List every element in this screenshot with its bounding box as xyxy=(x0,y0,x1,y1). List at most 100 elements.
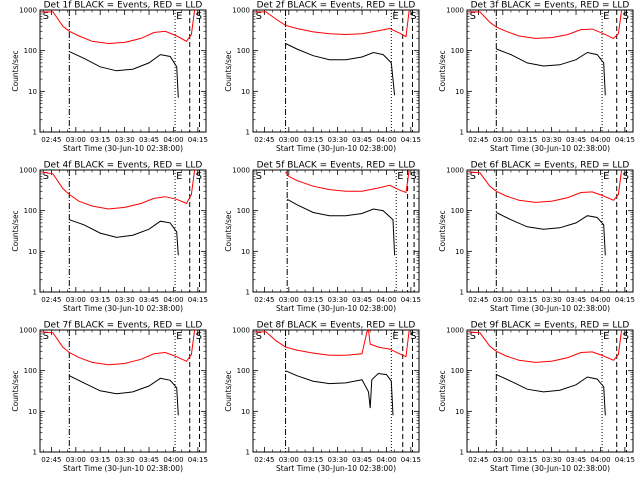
x-tick-label: 03:15 xyxy=(90,456,110,464)
x-axis-label: Start Time (30-Jun-10 02:38:00) xyxy=(63,144,183,153)
segment-label: E xyxy=(176,171,182,182)
segment-label: S xyxy=(43,331,49,342)
segment-label: S xyxy=(470,171,476,182)
x-tick-label: 03:00 xyxy=(66,136,86,144)
plot-frame xyxy=(252,9,420,133)
lld-series-line xyxy=(254,9,410,38)
segment-label: E xyxy=(392,331,398,342)
plot-frame xyxy=(39,329,207,453)
plot-frame xyxy=(466,329,634,453)
x-tick-label: 03:15 xyxy=(90,136,110,144)
segment-label: S xyxy=(43,171,49,182)
x-axis-label: Start Time (30-Jun-10 02:38:00) xyxy=(276,304,396,313)
segment-label: S xyxy=(196,11,202,22)
x-tick-label: 04:00 xyxy=(590,136,610,144)
y-tick-label: 1000 xyxy=(19,167,37,175)
events-series-line xyxy=(496,212,606,256)
y-axis-label: Counts/sec xyxy=(11,370,20,411)
chart-panel: Det 6f BLACK = Events, RED = LLD 1 10 100 10… xyxy=(438,161,635,314)
y-tick-label: 1 xyxy=(460,289,464,297)
segment-label: E xyxy=(176,11,182,22)
segment-label: S xyxy=(196,331,202,342)
lld-series-line xyxy=(468,329,623,363)
segment-label: S xyxy=(410,331,416,342)
chart-panel: Det 4f BLACK = Events, RED = LLD 1 10 100 10… xyxy=(11,161,208,314)
x-tick-label: 03:00 xyxy=(493,136,513,144)
y-tick-label: 1 xyxy=(246,449,250,457)
events-series-line xyxy=(69,375,179,416)
segment-label: E xyxy=(176,331,182,342)
segment-label: E xyxy=(392,11,398,22)
x-tick-label: 04:00 xyxy=(376,136,396,144)
events-series-line xyxy=(285,43,396,96)
y-tick-label: 1 xyxy=(246,129,250,137)
chart-panel: Det 5f BLACK = Events, RED = LLD 1 10 100 10… xyxy=(224,161,421,314)
x-tick-label: 04:15 xyxy=(188,456,208,464)
y-tick-label: 1000 xyxy=(232,167,250,175)
x-tick-label: 03:30 xyxy=(542,296,562,304)
chart-title: Det 1f BLACK = Events, RED = LLD xyxy=(44,1,203,11)
chart-panel: Det 8f BLACK = Events, RED = LLD 1 10 100 10… xyxy=(224,321,421,474)
segment-label: S xyxy=(256,331,262,342)
y-tick-label: 100 xyxy=(24,207,37,215)
segment-label: E xyxy=(603,331,609,342)
x-tick-label: 03:45 xyxy=(139,136,159,144)
lld-series-line xyxy=(468,169,623,203)
lld-series-line xyxy=(41,9,196,45)
y-tick-label: 10 xyxy=(28,408,37,416)
segment-label: E xyxy=(397,171,403,182)
x-tick-label: 04:15 xyxy=(615,136,635,144)
y-tick-label: 100 xyxy=(24,47,37,55)
y-axis-label: Counts/sec xyxy=(11,50,20,91)
y-tick-label: 1000 xyxy=(19,327,37,335)
y-axis-label: Counts/sec xyxy=(438,50,447,91)
x-axis-label: Start Time (30-Jun-10 02:38:00) xyxy=(63,464,183,473)
x-tick-label: 03:15 xyxy=(517,456,537,464)
x-tick-label: 03:30 xyxy=(115,296,135,304)
y-tick-label: 1 xyxy=(33,129,37,137)
segment-label: S xyxy=(43,11,49,22)
chart-title: Det 3f BLACK = Events, RED = LLD xyxy=(471,1,630,11)
x-tick-label: 03:30 xyxy=(542,136,562,144)
plot-frame xyxy=(39,9,207,133)
y-tick-label: 100 xyxy=(237,367,250,375)
y-tick-label: 1000 xyxy=(446,167,464,175)
plot-frame xyxy=(466,9,634,133)
x-axis-label: Start Time (30-Jun-10 02:38:00) xyxy=(490,304,610,313)
segment-label: S xyxy=(623,11,629,22)
x-tick-label: 03:30 xyxy=(328,456,348,464)
x-tick-label: 02:45 xyxy=(468,456,488,464)
y-tick-label: 1 xyxy=(246,289,250,297)
x-tick-label: 03:00 xyxy=(279,456,299,464)
chart-title: Det 5f BLACK = Events, RED = LLD xyxy=(257,161,416,171)
segment-label: S xyxy=(623,171,629,182)
x-tick-label: 04:00 xyxy=(163,296,183,304)
y-tick-label: 100 xyxy=(237,207,250,215)
x-tick-label: 02:45 xyxy=(254,136,274,144)
lld-series-line xyxy=(285,169,410,194)
y-tick-label: 1 xyxy=(460,129,464,137)
chart-title: Det 8f BLACK = Events, RED = LLD xyxy=(257,321,416,331)
segment-label: E xyxy=(603,11,609,22)
x-tick-label: 02:45 xyxy=(468,296,488,304)
x-tick-label: 03:45 xyxy=(352,456,372,464)
y-tick-label: 100 xyxy=(24,367,37,375)
x-tick-label: 03:45 xyxy=(566,456,586,464)
x-tick-label: 02:45 xyxy=(468,136,488,144)
events-series-line xyxy=(285,370,394,416)
y-axis-label: Counts/sec xyxy=(438,210,447,251)
y-axis-label: Counts/sec xyxy=(438,370,447,411)
events-series-line xyxy=(496,374,606,416)
x-tick-label: 03:15 xyxy=(517,296,537,304)
x-tick-label: 03:45 xyxy=(566,296,586,304)
y-tick-label: 1000 xyxy=(446,7,464,15)
plot-frame xyxy=(252,169,420,293)
y-tick-label: 10 xyxy=(28,248,37,256)
chart-panel: Det 2f BLACK = Events, RED = LLD 1 10 100 10… xyxy=(224,1,421,154)
x-tick-label: 04:15 xyxy=(615,296,635,304)
lld-series-line xyxy=(41,169,196,210)
x-tick-label: 03:30 xyxy=(115,136,135,144)
x-tick-label: 02:45 xyxy=(254,296,274,304)
x-tick-label: 03:30 xyxy=(542,456,562,464)
